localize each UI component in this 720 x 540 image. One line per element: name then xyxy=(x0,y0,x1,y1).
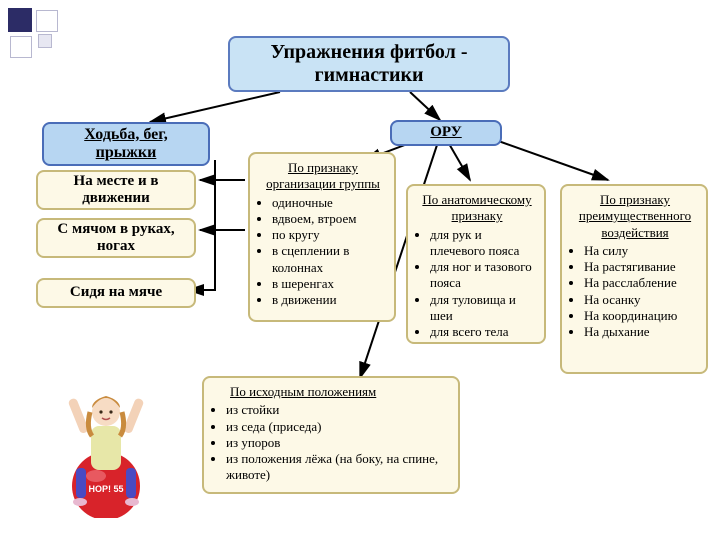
list-item: На растягивание xyxy=(584,259,700,275)
list-item: для ног и тазового пояса xyxy=(430,259,538,292)
list-item: На расслабление xyxy=(584,275,700,291)
panel4-heading: По исходным положениям xyxy=(212,384,452,400)
list-item: из упоров xyxy=(226,435,452,451)
panel1-heading: По признаку организации группы xyxy=(258,160,388,193)
list-item: На дыхание xyxy=(584,324,700,340)
list-item: На осанку xyxy=(584,292,700,308)
panel-anatomic: По анатомическому признаку для рук и пле… xyxy=(406,184,546,344)
panel-group-org: По признаку организации группы одиночные… xyxy=(248,152,396,322)
child-on-fitball-image: HOP! 55 xyxy=(56,378,156,518)
panel3-heading: По признаку преимущественного воздействи… xyxy=(570,192,700,241)
list-item: одиночные xyxy=(272,195,388,211)
cream-with-ball: С мячом в руках, ногах xyxy=(36,218,196,258)
panel-start-pos: По исходным положениям из стойки из седа… xyxy=(202,376,460,494)
list-item: На координацию xyxy=(584,308,700,324)
list-item: из седа (приседа) xyxy=(226,419,452,435)
panel1-list: одиночные вдвоем, втроем по кругу в сцеп… xyxy=(258,195,388,309)
category-walking: Ходьба, бег, прыжки xyxy=(42,122,210,166)
list-item: из положения лёжа (на боку, на спине, жи… xyxy=(226,451,452,484)
list-item: для туловища и шеи xyxy=(430,292,538,325)
panel4-list: из стойки из седа (приседа) из упоров из… xyxy=(212,402,452,483)
list-item: для всего тела xyxy=(430,324,538,340)
cream-sitting: Сидя на мяче xyxy=(36,278,196,308)
list-item: в шеренгах xyxy=(272,276,388,292)
list-item: по кругу xyxy=(272,227,388,243)
list-item: в движении xyxy=(272,292,388,308)
corner-decoration xyxy=(8,8,78,58)
category-oru: ОРУ xyxy=(390,120,502,146)
panel2-list: для рук и плечевого пояса для ног и тазо… xyxy=(416,227,538,341)
title-box: Упражнения фитбол - гимнастики xyxy=(228,36,510,92)
list-item: из стойки xyxy=(226,402,452,418)
list-item: вдвоем, втроем xyxy=(272,211,388,227)
list-item: для рук и плечевого пояса xyxy=(430,227,538,260)
ball-label: HOP! 55 xyxy=(88,484,123,494)
cream-on-place: На месте и в движении xyxy=(36,170,196,210)
list-item: На силу xyxy=(584,243,700,259)
panel-effect: По признаку преимущественного воздействи… xyxy=(560,184,708,374)
panel3-list: На силу На растягивание На расслабление … xyxy=(570,243,700,341)
panel2-heading: По анатомическому признаку xyxy=(416,192,538,225)
list-item: в сцеплении в колоннах xyxy=(272,243,388,276)
